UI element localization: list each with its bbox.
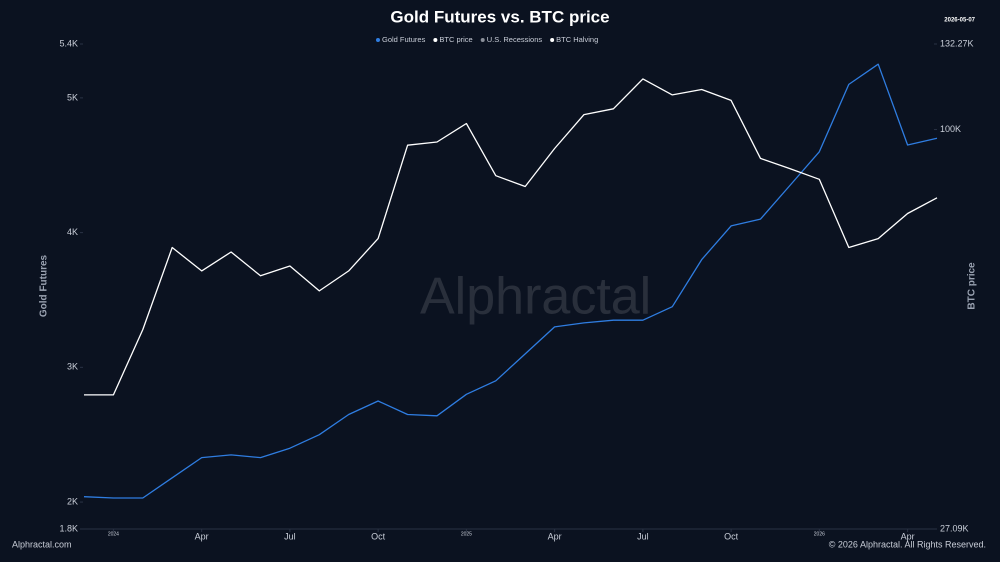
series-line — [83, 63, 938, 499]
x-tick-label: 2024 — [108, 531, 119, 537]
y-tick-label: 2K — [67, 496, 78, 506]
footer-left: Alphractal.com — [12, 539, 72, 549]
legend-label: BTC Halving — [556, 35, 598, 44]
y-tick-label: 1.8K — [59, 523, 78, 533]
chart-title: Gold Futures vs. BTC price — [390, 7, 609, 26]
legend-label: Gold Futures — [382, 35, 426, 44]
x-tick-label: Apr — [901, 531, 915, 541]
x-tick-label: Apr — [195, 531, 209, 541]
x-tick-label: Jul — [637, 531, 649, 541]
x-tick-label: Oct — [724, 531, 739, 541]
x-tick-label: Jul — [284, 531, 296, 541]
y2-axis-title: BTC price — [967, 262, 978, 310]
x-tick-label: Apr — [548, 531, 562, 541]
y2-tick-label: 132.27K — [940, 38, 974, 48]
legend-label: BTC price — [439, 35, 472, 44]
legend-marker — [433, 38, 438, 42]
y-axis-title: Gold Futures — [39, 254, 50, 317]
y-tick-label: 5K — [67, 92, 78, 102]
y-tick-label: 5.4K — [59, 38, 78, 48]
y2-tick-label: 27.09K — [940, 523, 969, 533]
y2-tick-label: 100K — [940, 124, 961, 134]
watermark: Alphractal — [420, 268, 651, 326]
legend-marker — [480, 38, 485, 42]
legend-marker — [550, 38, 555, 42]
legend-label: U.S. Recessions — [487, 35, 543, 44]
series-line — [84, 78, 938, 396]
y-tick-label: 4K — [67, 227, 78, 237]
date-label: 2026-05-07 — [944, 18, 975, 24]
x-tick-label: Oct — [371, 531, 386, 541]
x-tick-label: 2026 — [814, 531, 825, 537]
y-tick-label: 3K — [67, 362, 78, 372]
x-tick-label: 2025 — [461, 531, 472, 537]
legend-marker — [376, 38, 380, 42]
footer-right: © 2026 Alphractal. All Rights Reserved. — [829, 539, 986, 549]
